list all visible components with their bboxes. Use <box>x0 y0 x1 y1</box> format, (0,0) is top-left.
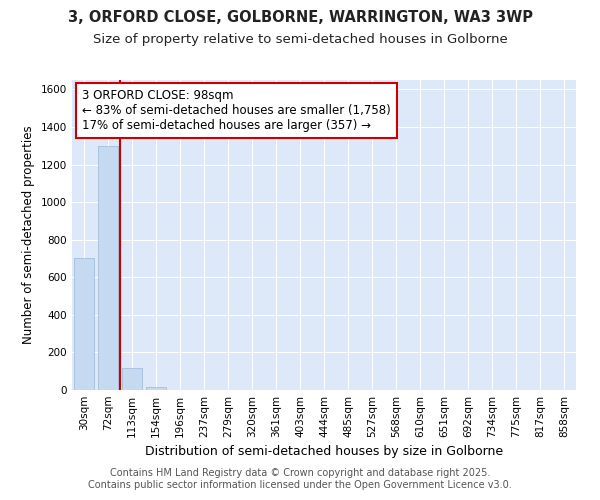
Bar <box>74 258 94 390</box>
Bar <box>146 387 166 390</box>
Text: Contains HM Land Registry data © Crown copyright and database right 2025.
Contai: Contains HM Land Registry data © Crown c… <box>88 468 512 490</box>
X-axis label: Distribution of semi-detached houses by size in Golborne: Distribution of semi-detached houses by … <box>145 446 503 458</box>
Text: 3 ORFORD CLOSE: 98sqm
← 83% of semi-detached houses are smaller (1,758)
17% of s: 3 ORFORD CLOSE: 98sqm ← 83% of semi-deta… <box>82 90 391 132</box>
Text: 3, ORFORD CLOSE, GOLBORNE, WARRINGTON, WA3 3WP: 3, ORFORD CLOSE, GOLBORNE, WARRINGTON, W… <box>67 10 533 25</box>
Text: Size of property relative to semi-detached houses in Golborne: Size of property relative to semi-detach… <box>92 32 508 46</box>
Bar <box>122 368 142 390</box>
Bar <box>98 146 118 390</box>
Y-axis label: Number of semi-detached properties: Number of semi-detached properties <box>22 126 35 344</box>
